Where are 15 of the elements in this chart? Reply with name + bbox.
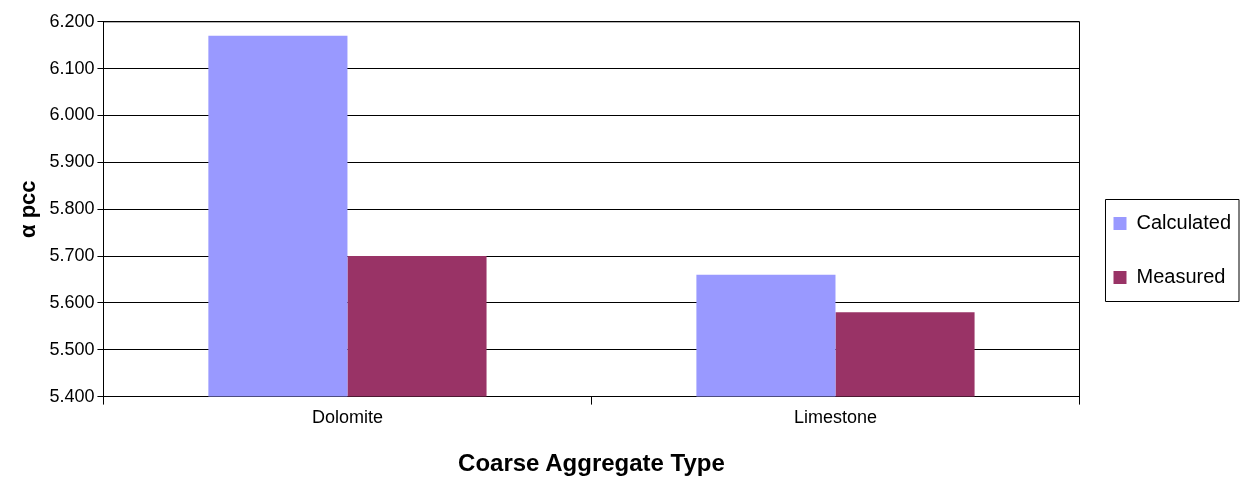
y-tick-label: 6.000 [49, 104, 95, 125]
y-tick-label: 5.700 [49, 245, 95, 266]
y-tick-label: 5.500 [49, 338, 95, 359]
legend-label: Measured [1136, 265, 1226, 288]
y-tick-label: 5.600 [49, 291, 95, 312]
y-tick-label: 5.900 [49, 151, 95, 172]
y-tick-label: 5.400 [49, 385, 95, 406]
x-tick-label: Limestone [793, 407, 878, 428]
y-tick-label: 5.800 [49, 198, 95, 219]
x-tick-label: Dolomite [311, 407, 383, 428]
y-tick-label: 6.200 [49, 10, 95, 31]
y-axis-title: α pcc [15, 180, 41, 238]
y-tick-label: 6.100 [49, 57, 95, 78]
legend-label: Calculated [1136, 211, 1232, 234]
x-axis-title: Coarse Aggregate Type [458, 449, 725, 477]
